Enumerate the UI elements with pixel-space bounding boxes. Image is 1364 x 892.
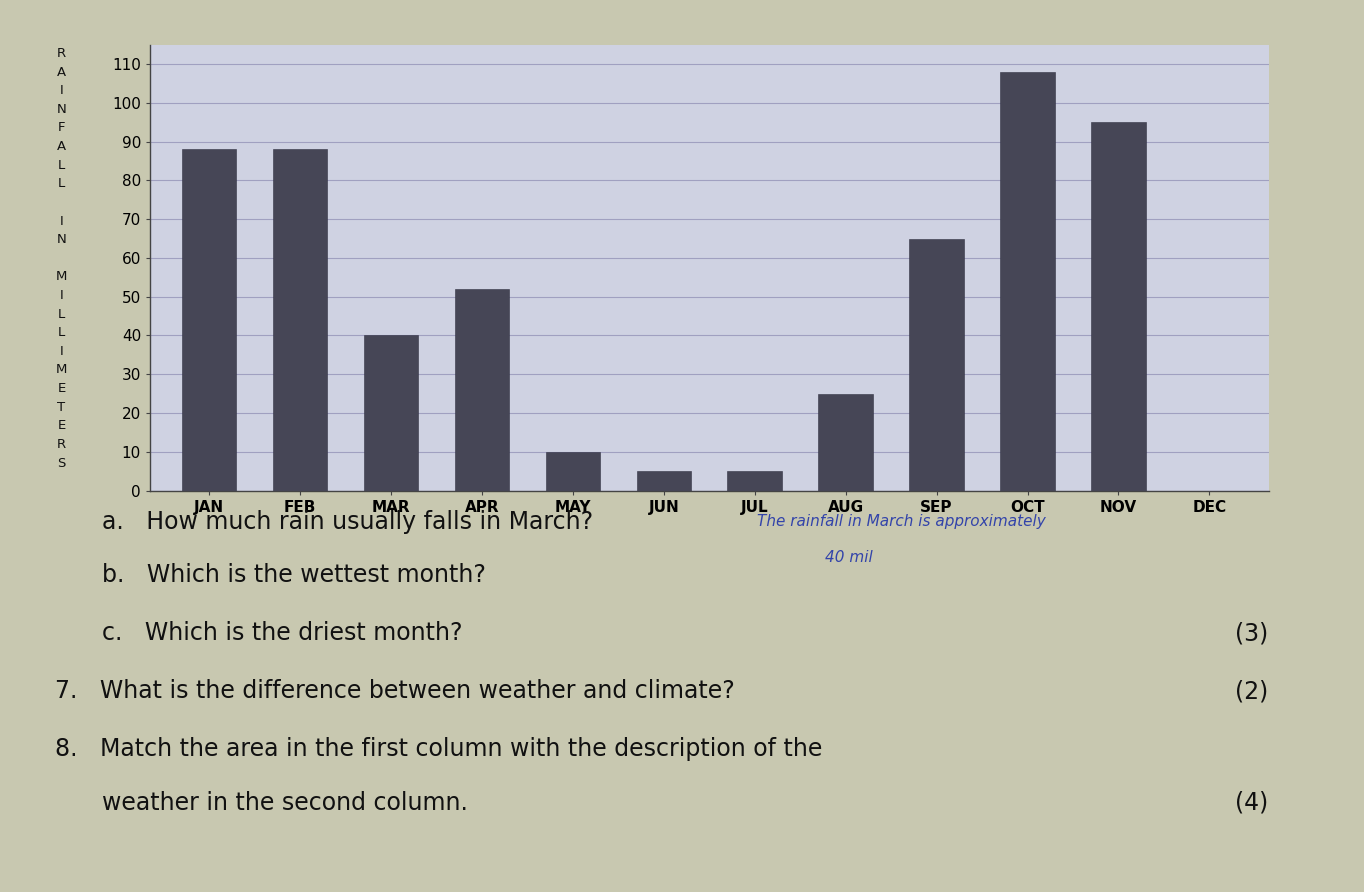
Text: N: N <box>56 233 67 246</box>
Text: L: L <box>57 326 65 339</box>
Text: a.   How much rain usually falls in March?: a. How much rain usually falls in March? <box>102 510 593 533</box>
Text: The rainfall in March is approximately: The rainfall in March is approximately <box>757 515 1046 529</box>
Text: weather in the second column.: weather in the second column. <box>102 791 468 814</box>
Text: 40 mil: 40 mil <box>825 550 873 565</box>
Text: L: L <box>57 308 65 320</box>
Bar <box>727 471 782 491</box>
Bar <box>910 238 964 491</box>
Text: 8.   Match the area in the first column with the description of the: 8. Match the area in the first column wi… <box>55 738 822 761</box>
Text: R: R <box>57 47 65 60</box>
Text: R: R <box>57 438 65 451</box>
Bar <box>1091 122 1146 491</box>
Bar <box>454 289 509 491</box>
Text: F: F <box>57 121 65 135</box>
Bar <box>1000 71 1054 491</box>
Text: (2): (2) <box>1236 680 1269 703</box>
Text: I: I <box>60 345 63 358</box>
Bar <box>364 335 419 491</box>
Text: A: A <box>57 140 65 153</box>
Text: A: A <box>57 66 65 78</box>
Text: S: S <box>57 457 65 469</box>
Text: L: L <box>57 159 65 172</box>
Text: I: I <box>60 215 63 227</box>
Bar <box>181 149 236 491</box>
Text: L: L <box>57 178 65 190</box>
Bar <box>546 452 600 491</box>
Text: (3): (3) <box>1236 622 1269 645</box>
Text: E: E <box>57 419 65 433</box>
Text: E: E <box>57 382 65 395</box>
Text: 7.   What is the difference between weather and climate?: 7. What is the difference between weathe… <box>55 680 734 703</box>
Bar <box>273 149 327 491</box>
Text: N: N <box>56 103 67 116</box>
Text: M: M <box>56 363 67 376</box>
Text: I: I <box>60 84 63 97</box>
Text: (4): (4) <box>1236 791 1269 814</box>
Bar <box>637 471 692 491</box>
Text: I: I <box>60 289 63 302</box>
Text: c.   Which is the driest month?: c. Which is the driest month? <box>102 622 462 645</box>
Text: T: T <box>57 401 65 414</box>
Text: b.   Which is the wettest month?: b. Which is the wettest month? <box>102 564 486 587</box>
Text: M: M <box>56 270 67 284</box>
Bar <box>818 393 873 491</box>
